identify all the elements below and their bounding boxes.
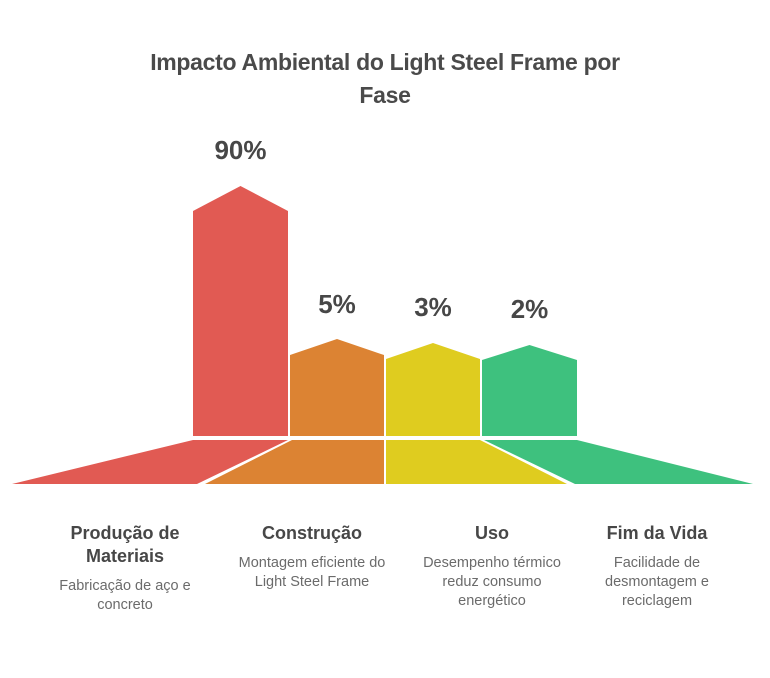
phase-name: Fim da Vida — [606, 523, 708, 543]
chart-title-line-2: Fase — [359, 82, 411, 108]
value-label-construcao: 5% — [318, 289, 356, 319]
chart-title-line-1: Impacto Ambiental do Light Steel Frame p… — [150, 49, 620, 75]
phase-column-producao: Produção de Materiais Fabricação de aço … — [30, 522, 220, 615]
value-label-fim-da-vida: 2% — [510, 294, 549, 324]
phase-name: Produção de Materiais — [70, 523, 180, 566]
phase-description: Montagem eficiente do Light Steel Frame — [238, 555, 386, 590]
phase-name: Construção — [261, 523, 362, 543]
bar-fim-da-vida — [482, 345, 577, 436]
phase-column-construcao: Construção Montagem eficiente do Light S… — [222, 522, 402, 592]
phase-description: Facilidade de desmontagem e reciclagem — [605, 555, 709, 609]
chart-title: Impacto Ambiental do Light Steel Frame p… — [115, 46, 655, 112]
value-label-uso: 3% — [414, 292, 452, 322]
phase-description: Fabricação de aço e concreto — [59, 578, 191, 613]
bar-construcao — [290, 339, 384, 436]
phase-column-fim-da-vida: Fim da Vida Facilidade de desmontagem e … — [582, 522, 732, 611]
value-label-producao: 90% — [214, 135, 267, 165]
bar-uso — [386, 343, 480, 436]
bar-producao-de-materiais — [193, 186, 288, 436]
phase-name: Uso — [474, 523, 509, 543]
phase-column-uso: Uso Desempenho térmico reduz consumo ene… — [417, 522, 567, 611]
phase-description: Desempenho térmico reduz consumo energét… — [423, 555, 561, 609]
